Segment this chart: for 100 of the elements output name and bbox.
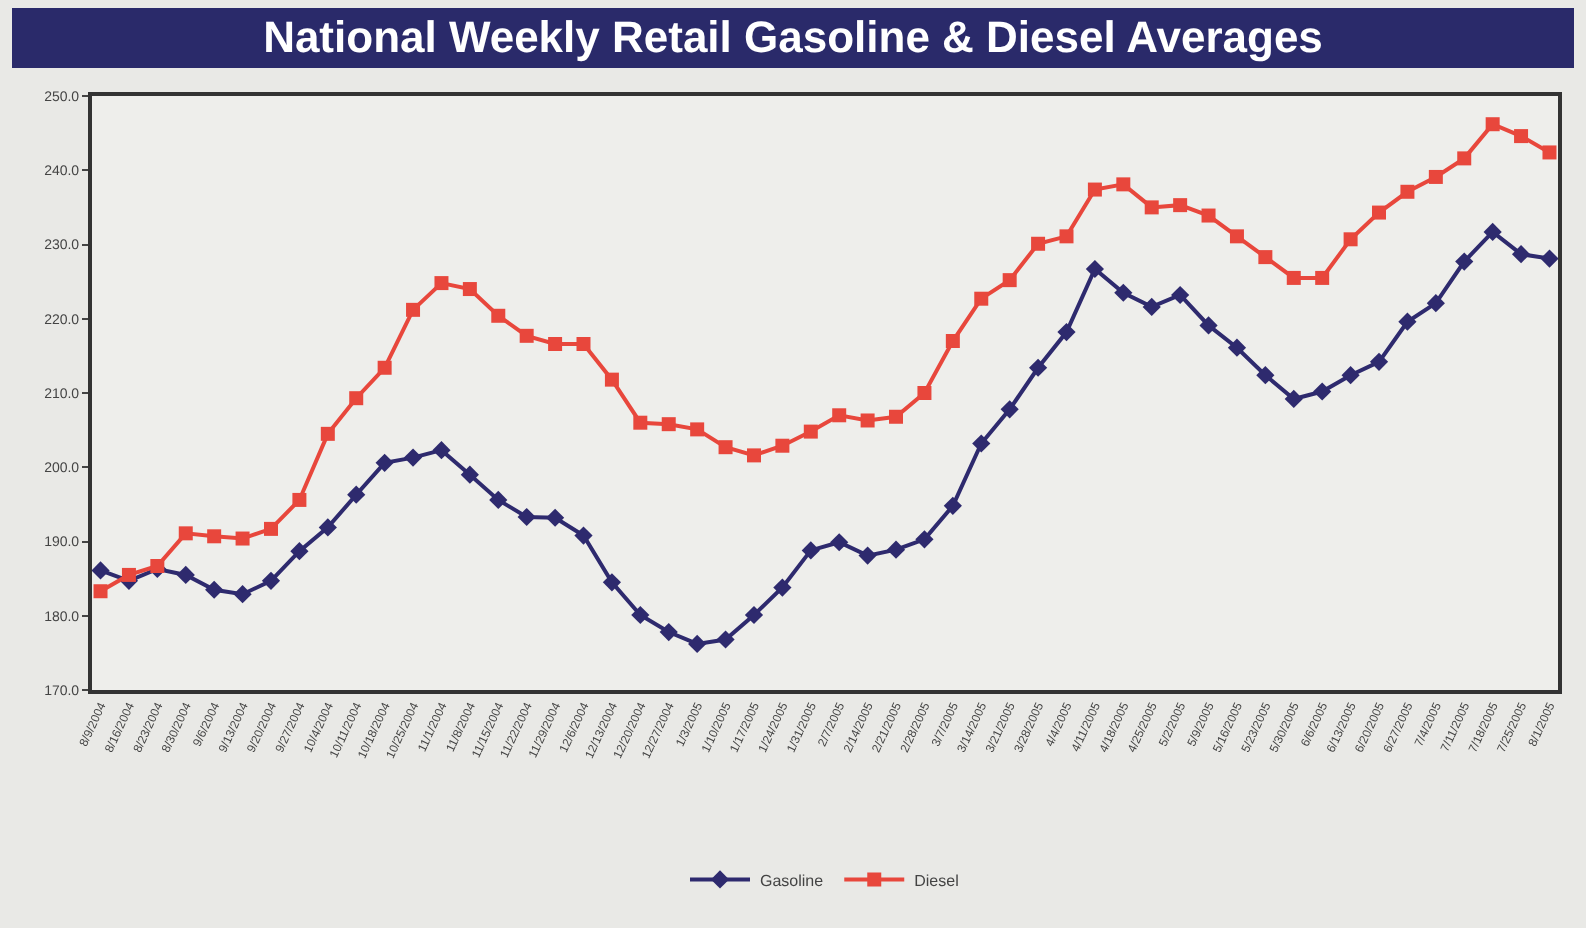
point bbox=[1059, 229, 1074, 244]
point bbox=[1284, 389, 1303, 409]
point bbox=[489, 490, 508, 510]
point bbox=[517, 507, 536, 527]
point bbox=[1256, 366, 1275, 385]
point bbox=[432, 441, 451, 460]
point bbox=[347, 485, 366, 504]
point bbox=[320, 426, 335, 441]
point bbox=[92, 561, 110, 580]
point bbox=[1258, 250, 1273, 265]
point bbox=[235, 531, 250, 546]
point bbox=[121, 567, 136, 582]
point bbox=[773, 578, 792, 597]
legend-label: Gasoline bbox=[760, 871, 825, 890]
point bbox=[860, 413, 875, 428]
point bbox=[263, 521, 278, 536]
point bbox=[1229, 229, 1244, 244]
point bbox=[803, 424, 818, 439]
point bbox=[377, 360, 392, 375]
point bbox=[889, 409, 904, 424]
point bbox=[1085, 259, 1104, 279]
point bbox=[1199, 316, 1218, 335]
point bbox=[176, 565, 195, 585]
point bbox=[1201, 208, 1216, 223]
point bbox=[1398, 312, 1417, 331]
point bbox=[1426, 294, 1445, 313]
point bbox=[1514, 129, 1529, 144]
point bbox=[1057, 323, 1076, 342]
legend-label: Diesel bbox=[914, 871, 960, 890]
point bbox=[292, 492, 307, 507]
point bbox=[261, 571, 281, 590]
point bbox=[1142, 297, 1161, 316]
point bbox=[1028, 358, 1048, 377]
point bbox=[801, 541, 820, 560]
point bbox=[290, 542, 309, 561]
point bbox=[886, 540, 906, 559]
point bbox=[318, 518, 337, 537]
point bbox=[1087, 182, 1102, 197]
point bbox=[207, 529, 222, 544]
point bbox=[1227, 338, 1247, 357]
point bbox=[688, 634, 707, 654]
point bbox=[1511, 245, 1531, 264]
point bbox=[1144, 200, 1159, 215]
point bbox=[830, 533, 849, 552]
point bbox=[1116, 177, 1131, 192]
point bbox=[858, 546, 877, 565]
point bbox=[1542, 145, 1557, 160]
point bbox=[1457, 151, 1472, 166]
point bbox=[1171, 285, 1190, 305]
point bbox=[93, 584, 108, 599]
point bbox=[602, 573, 622, 592]
point bbox=[574, 526, 593, 545]
point bbox=[462, 282, 477, 297]
point bbox=[491, 308, 506, 323]
point bbox=[1483, 222, 1502, 241]
chart-title: National Weekly Retail Gasoline & Diesel Averages bbox=[12, 8, 1574, 68]
point bbox=[744, 605, 764, 625]
point bbox=[434, 276, 449, 291]
point bbox=[917, 386, 932, 400]
point bbox=[178, 526, 193, 541]
point bbox=[775, 438, 790, 453]
point bbox=[943, 496, 962, 515]
point bbox=[403, 448, 423, 467]
point bbox=[205, 580, 224, 599]
point bbox=[1485, 117, 1500, 132]
point bbox=[1428, 169, 1443, 184]
point bbox=[1313, 382, 1332, 401]
point bbox=[972, 434, 991, 453]
point bbox=[718, 440, 733, 455]
point bbox=[716, 630, 735, 649]
point bbox=[460, 465, 479, 484]
point bbox=[631, 605, 650, 625]
point bbox=[1540, 249, 1558, 268]
point bbox=[375, 453, 394, 472]
point bbox=[690, 422, 705, 437]
point bbox=[915, 530, 934, 549]
point bbox=[604, 372, 619, 387]
point bbox=[349, 391, 364, 406]
point bbox=[1400, 184, 1415, 199]
point bbox=[1315, 270, 1330, 285]
point bbox=[1031, 236, 1046, 251]
point bbox=[832, 408, 847, 423]
point bbox=[1114, 283, 1133, 302]
point bbox=[519, 328, 534, 343]
point bbox=[945, 334, 960, 349]
point bbox=[974, 291, 989, 306]
point bbox=[1343, 232, 1358, 247]
point bbox=[659, 622, 678, 642]
point bbox=[233, 585, 252, 604]
point bbox=[1372, 205, 1387, 220]
point bbox=[1000, 400, 1019, 419]
point bbox=[150, 559, 165, 573]
point bbox=[548, 337, 563, 351]
point bbox=[1455, 252, 1474, 271]
point bbox=[1173, 198, 1188, 213]
point bbox=[1341, 366, 1360, 385]
point bbox=[1286, 270, 1301, 285]
point bbox=[576, 337, 591, 351]
point bbox=[406, 302, 421, 317]
point bbox=[1002, 273, 1017, 288]
